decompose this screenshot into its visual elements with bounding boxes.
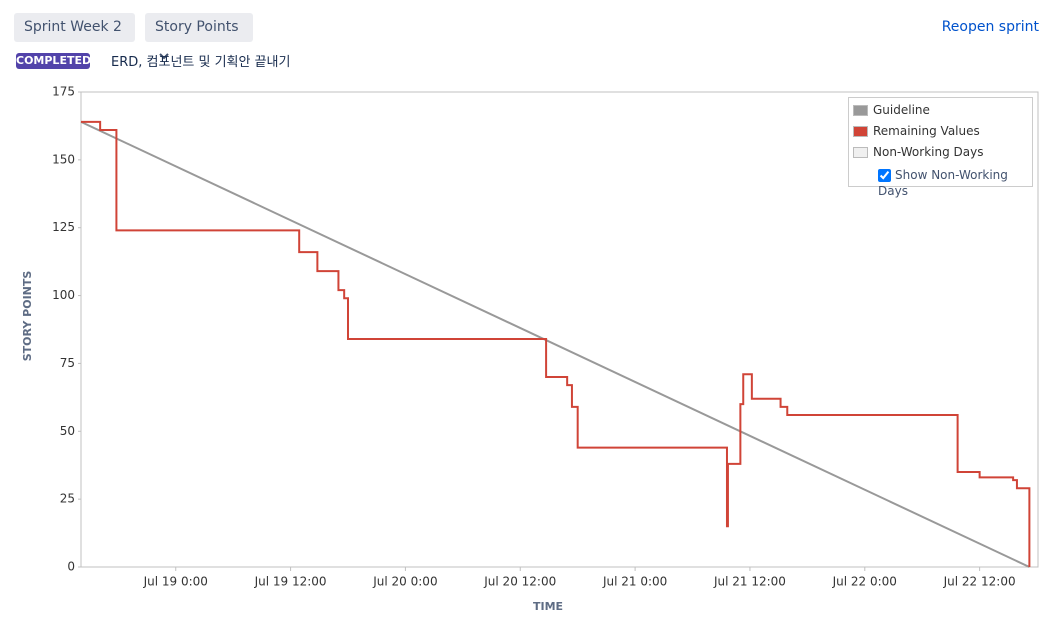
- y-tick-label: 150: [52, 152, 75, 166]
- legend-label: Guideline: [873, 103, 930, 117]
- y-tick-label: 0: [67, 560, 75, 574]
- x-tick-label: Jul 19 12:00: [254, 575, 327, 589]
- x-tick-label: Jul 20 0:00: [372, 575, 437, 589]
- series-line: [81, 120, 1031, 567]
- y-tick-label: 175: [52, 85, 75, 99]
- x-tick-label: Jul 20 12:00: [483, 575, 556, 589]
- estimate-select[interactable]: Story Points: [145, 13, 253, 60]
- chevron: [159, 53, 169, 60]
- legend-swatch: [853, 105, 868, 116]
- legend-item: Guideline: [853, 102, 930, 118]
- legend: Show Non-Working Days Guideline Remaining…: [848, 97, 1033, 198]
- x-tick-label: Jul 22 12:00: [943, 575, 1016, 589]
- non-working-toggle-label: Show Non-Working Days: [878, 168, 1008, 198]
- checkbox[interactable]: [878, 169, 891, 182]
- y-tick-label: 100: [52, 288, 75, 302]
- x-tick-label: Jul 19 0:00: [143, 575, 208, 589]
- reopen-link[interactable]: Reopen sprint: [941, 19, 1039, 35]
- plot-border: [80, 91, 1039, 568]
- legend-label: Remaining Values: [873, 124, 980, 138]
- legend-item: Remaining Values: [853, 123, 980, 139]
- y-tick-label: 50: [60, 424, 75, 438]
- sprint-select-label: Sprint Week 2: [24, 19, 122, 35]
- x-tick-label: Jul 22 0:00: [832, 575, 897, 589]
- status-badge: COMPLETED: [16, 53, 92, 69]
- x-tick-label: Jul 21 12:00: [713, 575, 786, 589]
- x-tick-label: Jul 21 0:00: [602, 575, 667, 589]
- y-tick-label: 25: [60, 492, 75, 506]
- y-tick-label: 75: [60, 356, 75, 370]
- x-axis-label: TIME: [533, 600, 563, 613]
- legend-swatch: [853, 126, 868, 137]
- legend-label: Non-Working Days: [873, 145, 984, 159]
- legend-item: Non-Working Days: [853, 144, 983, 160]
- series-line: [80, 120, 1030, 568]
- non-working-toggle[interactable]: Show Non-Working Days: [878, 167, 1032, 199]
- sprint-goal: ERD, 컴포넌트 및 기획안 끝내기: [111, 55, 291, 70]
- y-axis-label: STORY POINTS: [21, 271, 34, 362]
- estimate-select-label: Story Points: [155, 19, 239, 35]
- legend-swatch: [853, 147, 868, 158]
- y-tick-label: 125: [52, 220, 75, 234]
